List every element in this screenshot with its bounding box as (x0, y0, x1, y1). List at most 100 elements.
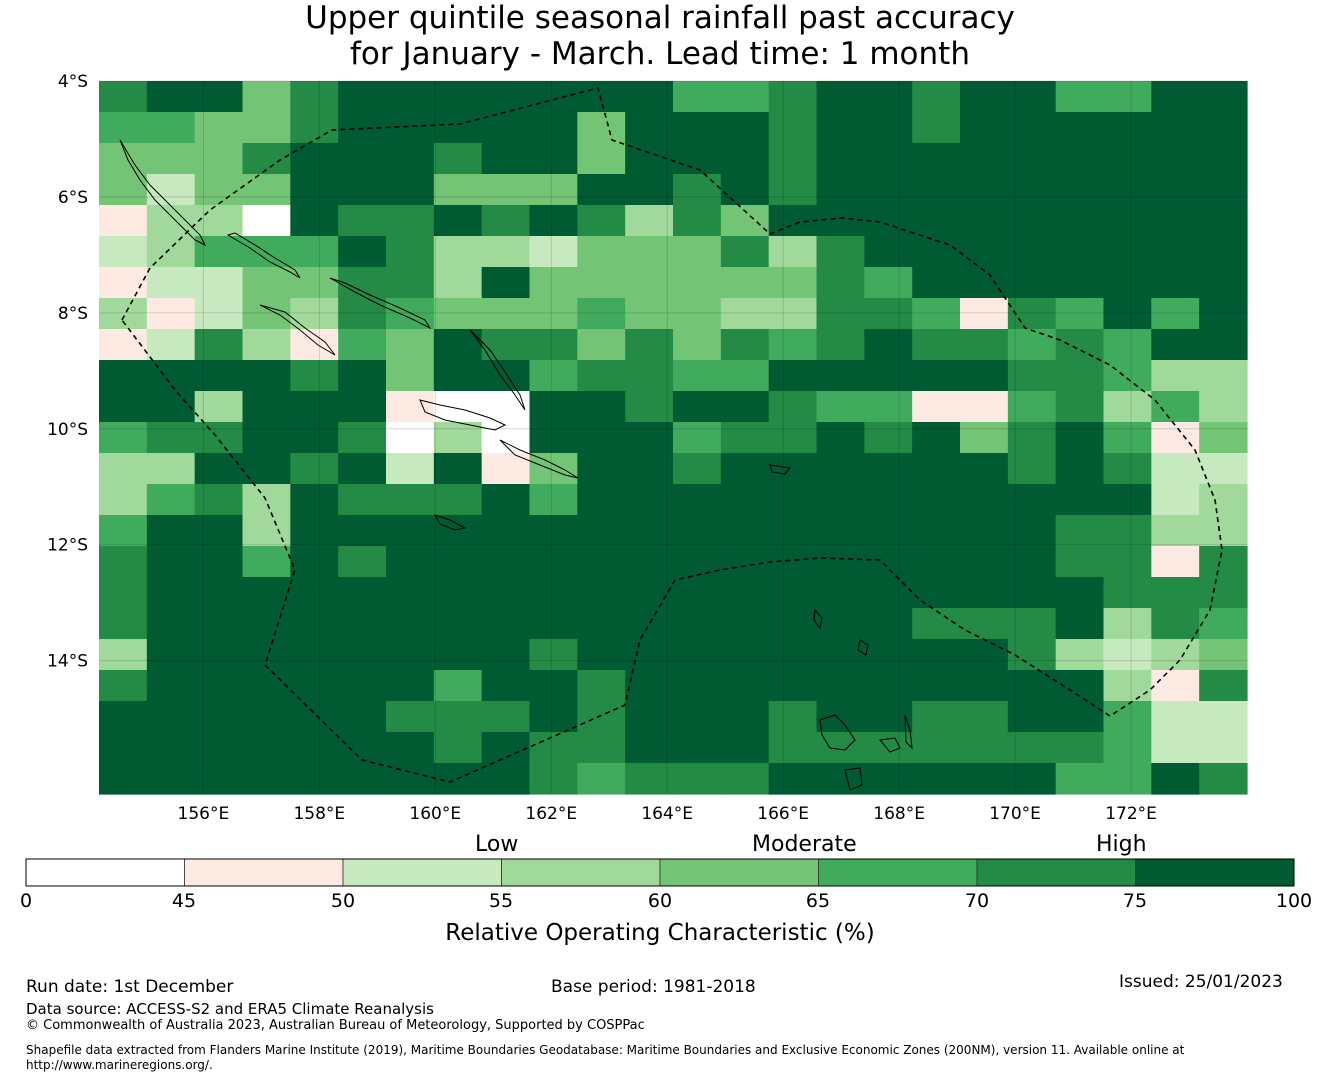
grid-cell (816, 577, 865, 609)
grid-cell (194, 608, 244, 640)
grid-cell (816, 670, 865, 702)
grid-cell (1151, 453, 1200, 485)
grid-cell (912, 143, 961, 175)
grid-cell (673, 236, 722, 268)
grid-cell (99, 112, 148, 144)
grid-cell (768, 763, 818, 795)
grid-cell (625, 701, 674, 733)
grid-cell (1199, 112, 1248, 144)
grid-cell (864, 639, 913, 671)
grid-cell (816, 701, 865, 733)
grid-cell (1199, 670, 1248, 702)
grid-cell (529, 484, 578, 516)
copyright: © Commonwealth of Australia 2023, Austra… (26, 1018, 645, 1033)
grid-cell (290, 763, 339, 795)
grid-cell (1151, 577, 1200, 609)
grid-cell (1103, 515, 1152, 547)
grid-cell (577, 329, 626, 361)
grid-cell (577, 174, 626, 206)
grid-cell (1151, 329, 1200, 361)
grid-cell (146, 298, 196, 330)
grid-cell (1007, 577, 1057, 609)
grid-cell (290, 484, 339, 516)
grid-cell (242, 701, 291, 733)
grid-cell (433, 670, 483, 702)
grid-cell (816, 422, 865, 454)
grid-cell (1151, 391, 1200, 423)
grid-cell (1055, 422, 1105, 454)
grid-cell (386, 546, 435, 578)
grid-cell (577, 267, 626, 299)
grid-cell (386, 329, 435, 361)
grid-cell (625, 670, 674, 702)
grid-cell (1151, 515, 1200, 547)
grid-cell (960, 453, 1009, 485)
colorbar-bin (25, 858, 185, 887)
grid-cell (720, 608, 770, 640)
grid-cell (673, 81, 722, 113)
lat-label: 14°S (47, 652, 88, 672)
grid-cell (242, 391, 291, 423)
grid-cell (960, 763, 1009, 795)
grid-cell (625, 608, 674, 640)
coastline-santa-cruz (769, 464, 791, 475)
grid-cell (99, 484, 148, 516)
grid-cell (386, 577, 435, 609)
grid-cell (242, 329, 291, 361)
grid-cell (673, 546, 722, 578)
grid-cell (960, 298, 1009, 330)
grid-cell (290, 732, 339, 764)
grid-cell (720, 81, 770, 113)
grid-cell (481, 577, 531, 609)
colorbar-outline (25, 858, 1295, 887)
grid-cell (1151, 608, 1200, 640)
grid-cell (673, 391, 722, 423)
grid-cell (338, 205, 387, 237)
grid-cell (960, 422, 1009, 454)
grid-cell (816, 763, 865, 795)
grid-cell (194, 422, 244, 454)
grid-cell (290, 608, 339, 640)
grid-cell (433, 422, 483, 454)
grid-cell (146, 143, 196, 175)
grid-cell (768, 143, 818, 175)
grid-cell (1055, 546, 1105, 578)
grid-cell (338, 360, 387, 392)
grid-cell (720, 763, 770, 795)
grid-cell (720, 205, 770, 237)
grid-cell (146, 236, 196, 268)
grid-cell (1103, 174, 1152, 206)
grid-cell (146, 391, 196, 423)
grid-cell (242, 763, 291, 795)
colorbar-bin (342, 858, 502, 887)
grid-cell (816, 546, 865, 578)
grid-cell (816, 732, 865, 764)
grid-cell (1055, 608, 1105, 640)
grid-cell (529, 329, 578, 361)
grid-cell (338, 670, 387, 702)
grid-cell (290, 298, 339, 330)
grid-cell (481, 701, 531, 733)
grid-cell (529, 112, 578, 144)
grid-cell (1055, 701, 1105, 733)
grid-cell (864, 422, 913, 454)
grid-cell (386, 515, 435, 547)
data-source: Data source: ACCESS-S2 and ERA5 Climate … (26, 1000, 434, 1018)
grid-cell (194, 205, 244, 237)
grid-cell (1055, 515, 1105, 547)
grid-cell (768, 360, 818, 392)
grid-cell (720, 391, 770, 423)
grid-cell (577, 763, 626, 795)
grid-cell (673, 639, 722, 671)
grid-cell (99, 608, 148, 640)
grid-cell (529, 236, 578, 268)
grid-cell (1007, 391, 1057, 423)
grid-cell (1199, 205, 1248, 237)
coastline-malaita (469, 329, 526, 411)
grid-cell (768, 174, 818, 206)
grid-cell (290, 112, 339, 144)
grid-cell (1055, 267, 1105, 299)
grid-cell (960, 205, 1009, 237)
grid-cell (816, 112, 865, 144)
grid-cell (529, 267, 578, 299)
